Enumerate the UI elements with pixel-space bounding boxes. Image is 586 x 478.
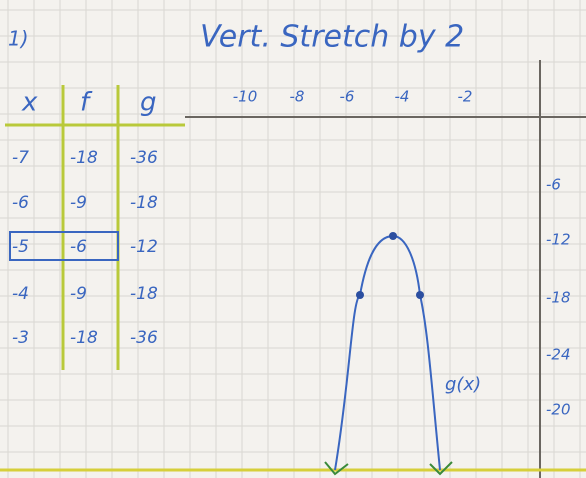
x-axis-label: -8: [290, 88, 305, 106]
notebook-page: 1) Vert. Stretch by 2 g(x) x f g -7 -18 -36 -6…: [0, 0, 586, 478]
table-cell: -7: [12, 148, 29, 168]
content: x f g -7 -18 -36 -6 -9 -18 -5 -6 -12 -4 -9 -18 -3 -18 -36…: [12, 88, 571, 419]
table-cell: -9: [70, 284, 87, 304]
x-axis-label: -10: [233, 88, 258, 106]
problem-number: 1): [8, 27, 29, 51]
x-axis-label: -6: [340, 88, 355, 106]
y-axis-label: -12: [546, 231, 571, 249]
y-axis-label: -24: [546, 346, 571, 364]
y-axis-label: -6: [546, 176, 561, 194]
table-cell: -12: [130, 237, 158, 257]
column-header: f: [80, 88, 93, 118]
title: Vert. Stretch by 2: [200, 20, 464, 55]
y-axis-label: -20: [546, 401, 571, 419]
point: [416, 291, 424, 299]
table-cell: -6: [70, 237, 87, 257]
vertex-point: [389, 232, 397, 240]
table-cell: -4: [12, 284, 29, 304]
column-header: g: [140, 88, 157, 118]
y-axis-label: -18: [546, 289, 571, 307]
table-cell: -3: [12, 328, 29, 348]
arrowheads: [325, 462, 452, 474]
table-cell: -6: [12, 193, 29, 213]
table-cell: -36: [130, 148, 158, 168]
column-header: x: [21, 88, 38, 118]
x-axis-label: -2: [458, 88, 473, 106]
table-cell: -36: [130, 328, 158, 348]
x-axis-label: -4: [395, 88, 410, 106]
curve-label: g(x): [445, 374, 481, 395]
table-cell: -18: [70, 148, 98, 168]
table-cell: -5: [12, 237, 29, 257]
table-cell: -18: [130, 284, 158, 304]
table-cell: -18: [70, 328, 98, 348]
point: [356, 291, 364, 299]
table-cell: -18: [130, 193, 158, 213]
table-cell: -9: [70, 193, 87, 213]
graph-paper: [0, 0, 586, 478]
